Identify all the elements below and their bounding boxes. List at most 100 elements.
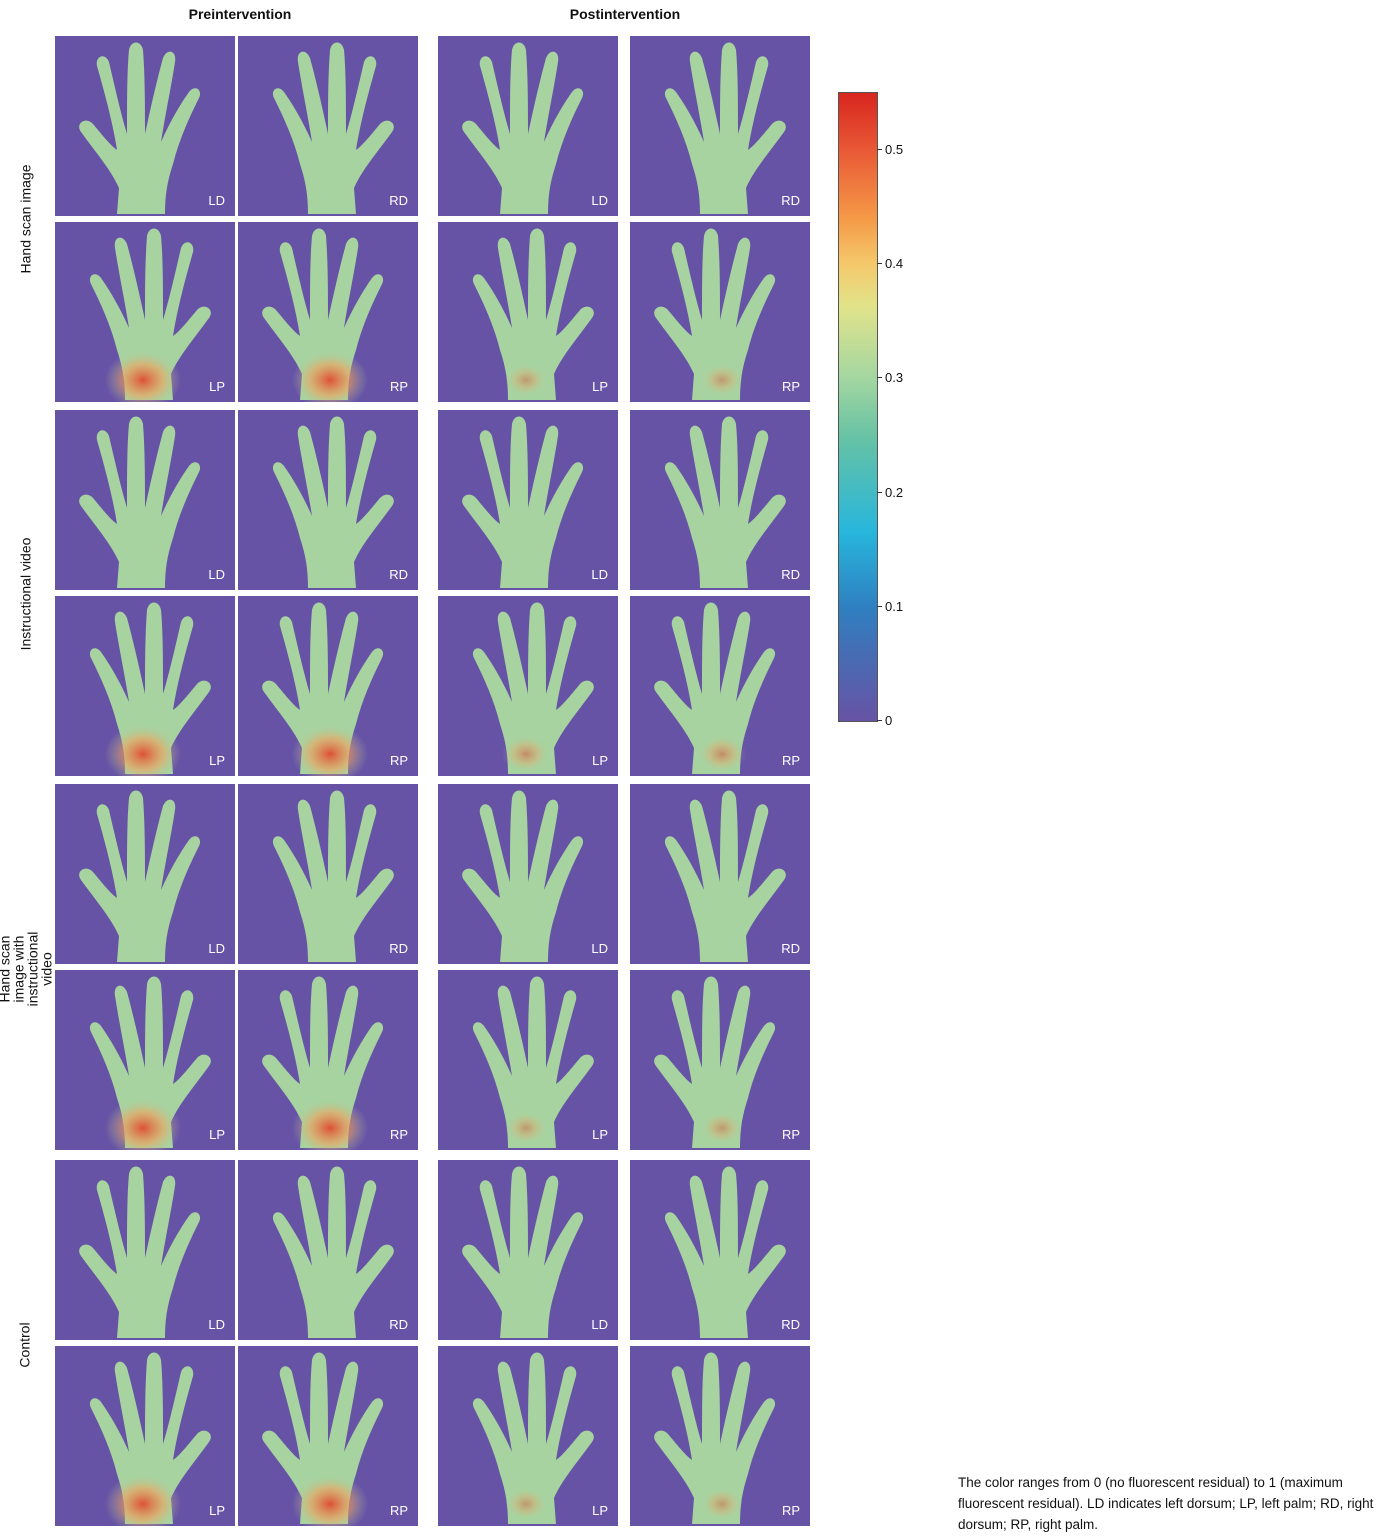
- panel-r1-p1-rp: RP: [630, 596, 810, 776]
- panel-r0-p0-rp: RP: [238, 222, 418, 402]
- hand-silhouette: [664, 1166, 786, 1338]
- colorbar-tick: [877, 720, 882, 721]
- view-label: LP: [592, 1127, 608, 1142]
- panel-r0-p1-lp: LP: [438, 222, 618, 402]
- colorbar-tick: [877, 149, 882, 151]
- view-label: RD: [389, 567, 408, 582]
- panel-r3-p1-rp: RP: [630, 1346, 810, 1526]
- colorbar-tick: [877, 263, 882, 265]
- view-label: LD: [591, 567, 608, 582]
- hand-silhouette: [272, 790, 394, 962]
- hand-silhouette: [79, 790, 201, 962]
- figure-footnote: The color ranges from 0 (no fluorescent …: [958, 1475, 1374, 1532]
- column-title-pre: Preintervention: [188, 6, 292, 22]
- view-label: RP: [389, 1127, 408, 1142]
- panel-r1-p0-lp: LP: [55, 596, 235, 776]
- panel-r3-p1-ld: LD: [438, 1160, 618, 1340]
- colorbar-tick-label: 0.1: [885, 598, 904, 614]
- hand-silhouette: [262, 602, 384, 776]
- colorbar-tick-label: 0.5: [885, 142, 904, 158]
- colorbar-tick-label: 0: [885, 713, 893, 728]
- hand-silhouette: [472, 1352, 594, 1524]
- panel-r0-p1-rd: RD: [630, 36, 810, 216]
- hand-silhouette: [79, 416, 201, 588]
- view-label: RP: [389, 379, 408, 394]
- hand-silhouette: [262, 976, 384, 1150]
- colorbar-tick: [877, 491, 882, 493]
- view-label: RD: [781, 1317, 800, 1332]
- panel-r3-p0-lp: LP: [55, 1346, 235, 1526]
- panel-r3-p1-rd: RD: [630, 1160, 810, 1340]
- view-label: LP: [592, 753, 608, 768]
- view-label: LP: [209, 379, 225, 394]
- panel-r0-p0-lp: LP: [55, 222, 235, 402]
- view-label: LD: [591, 1317, 608, 1332]
- panel-r2-p1-lp: LP: [438, 970, 618, 1150]
- row-title-control: Control: [16, 1322, 33, 1368]
- panel-r3-p1-lp: LP: [438, 1346, 618, 1526]
- view-label: LD: [591, 941, 608, 956]
- hand-silhouette: [462, 790, 584, 962]
- hand-silhouette: [654, 602, 776, 774]
- panel-r1-p0-rd: RD: [238, 410, 418, 590]
- view-label: RD: [781, 941, 800, 956]
- row-title-video: Instructional video: [17, 537, 33, 651]
- hand-silhouette: [462, 42, 584, 214]
- hand-silhouette: [654, 1352, 776, 1524]
- panel-r1-p0-ld: LD: [55, 410, 235, 590]
- hand-silhouette: [654, 228, 776, 400]
- panel-r1-p0-rp: RP: [238, 596, 418, 776]
- hand-silhouette: [462, 416, 584, 588]
- panel-r3-p0-ld: LD: [55, 1160, 235, 1340]
- hand-silhouette: [472, 602, 594, 774]
- panel-r0-p1-ld: LD: [438, 36, 618, 216]
- panel-r0-p0-rd: RD: [238, 36, 418, 216]
- view-label: RD: [389, 1317, 408, 1332]
- panel-r2-p0-ld: LD: [55, 784, 235, 964]
- view-label: RP: [389, 1503, 408, 1518]
- colorbar-gradient: [838, 92, 878, 722]
- hand-silhouette: [89, 1352, 211, 1526]
- column-title-post: Postintervention: [569, 6, 681, 22]
- view-label: RD: [781, 193, 800, 208]
- hand-silhouette: [79, 1166, 201, 1338]
- hand-silhouette: [654, 976, 776, 1148]
- hand-silhouette: [89, 976, 211, 1150]
- hand-silhouette: [89, 602, 211, 776]
- row-title-hand-scan-video-text: Hand scan image with instructional video: [0, 931, 55, 1007]
- view-label: RP: [781, 753, 800, 768]
- view-label: RD: [389, 941, 408, 956]
- panel-r2-p1-rd: RD: [630, 784, 810, 964]
- panel-r2-p0-lp: LP: [55, 970, 235, 1150]
- hand-silhouette: [472, 976, 594, 1148]
- panel-r3-p0-rd: RD: [238, 1160, 418, 1340]
- panel-r1-p1-rd: RD: [630, 410, 810, 590]
- panel-r2-p1-ld: LD: [438, 784, 618, 964]
- panel-r0-p0-ld: LD: [55, 36, 235, 216]
- view-label: RP: [781, 379, 800, 394]
- hand-silhouette: [79, 42, 201, 214]
- view-label: LD: [208, 567, 225, 582]
- panel-r2-p0-rd: RD: [238, 784, 418, 964]
- colorbar-tick-label: 0.2: [885, 484, 904, 500]
- colorbar-tick: [877, 605, 882, 607]
- hand-silhouette: [664, 42, 786, 214]
- view-label: LD: [208, 1317, 225, 1332]
- view-label: RD: [781, 567, 800, 582]
- colorbar: 0 0.1 0.2 0.3 0.4 0.5: [838, 92, 903, 727]
- hand-silhouette: [272, 416, 394, 588]
- view-label: LP: [209, 1503, 225, 1518]
- view-label: LP: [592, 379, 608, 394]
- row-title-hand-scan: Hand scan image: [17, 164, 34, 274]
- view-label: LP: [209, 1127, 225, 1142]
- view-label: LD: [591, 193, 608, 208]
- colorbar-tick: [877, 377, 882, 379]
- colorbar-tick-label: 0.3: [885, 370, 904, 386]
- view-label: LP: [209, 753, 225, 768]
- hand-silhouette: [262, 228, 384, 402]
- view-label: RD: [389, 193, 408, 208]
- hand-silhouette: [664, 416, 786, 588]
- view-label: LP: [592, 1503, 608, 1518]
- panel-r1-p1-lp: LP: [438, 596, 618, 776]
- hand-silhouette: [89, 228, 211, 402]
